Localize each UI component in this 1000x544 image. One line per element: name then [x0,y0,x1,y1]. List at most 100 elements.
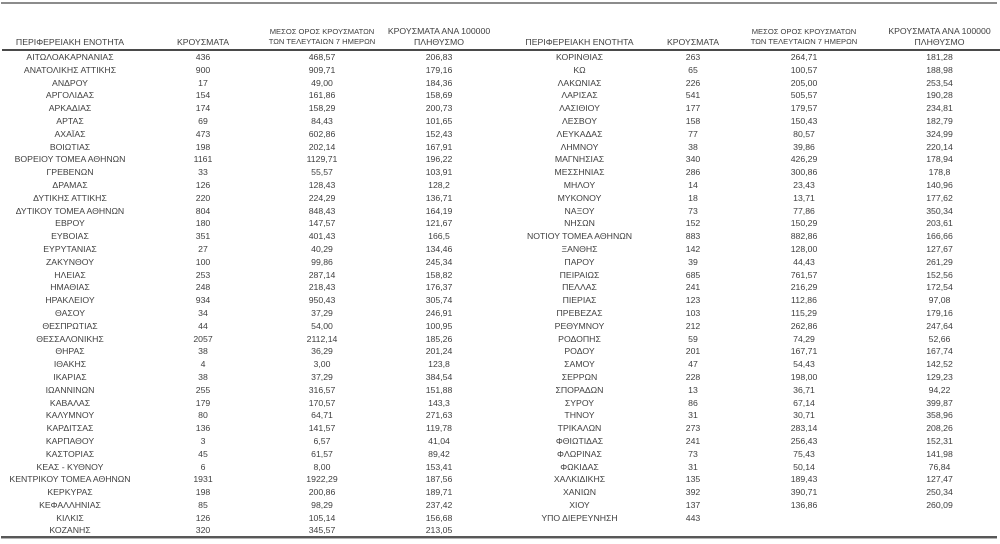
table-row: ΜΑΓΝΗΣΙΑΣ 340 426,29 178,94 [502,153,1000,166]
cell-per100k: 123,8 [428,359,450,370]
cell-per100k: 184,36 [425,77,453,88]
cell-cases: 13 [688,384,698,395]
cell-cases: 198 [195,141,211,152]
cell-region: ΚΑΛΥΜΝΟΥ [45,410,95,421]
cell-per100k: 246,91 [425,307,453,318]
cell-avg7: 98,29 [311,499,333,510]
cell-per100k: 384,54 [425,371,453,382]
cell-per100k: 167,91 [425,141,453,152]
cell-avg7: 61,57 [311,448,333,459]
cell-avg7: 468,57 [308,52,336,62]
column-header-per100k-line2: ΠΛΗΘΥΣΜΟ [914,36,965,47]
column-header-avg7-line2: ΤΩΝ ΤΕΛΕΥΤΑΙΩΝ 7 ΗΜΕΡΩΝ [750,37,858,46]
table-row: ΠΕΙΡΑΙΩΣ 685 761,57 152,56 [502,269,1000,282]
table-row: ΚΑΡΔΙΤΣΑΣ 136 141,57 119,78 [2,422,502,435]
cell-cases: 100 [195,256,211,267]
table-row: ΑΝΑΤΟΛΙΚΗΣ ΑΤΤΙΚΗΣ 900 909,71 179,16 [2,64,502,77]
cell-region: ΠΕΛΛΑΣ [562,282,597,293]
cell-per100k: 179,16 [926,307,953,318]
cell-per100k: 213,05 [425,525,453,536]
cell-cases: 123 [685,295,701,306]
cell-avg7: 37,29 [311,307,333,318]
table-row: ΕΥΡΥΤΑΝΙΑΣ 27 40,29 134,46 [2,243,502,256]
cell-per100k: 245,34 [425,256,453,267]
cell-cases: 241 [685,435,701,446]
cell-avg7: 141,57 [308,423,336,434]
cell-region: ΑΙΤΩΛΟΑΚΑΡΝΑΝΙΑΣ [26,52,114,62]
cell-avg7: 100,57 [790,64,818,75]
cell-cases: 443 [685,512,701,523]
cell-cases: 152 [685,218,701,229]
cell-cases: 226 [685,77,701,88]
table-row: ΡΟΔΟΠΗΣ 59 74,29 52,66 [502,333,1000,346]
table-row: ΚΑΒΑΛΑΣ 179 170,57 143,3 [2,397,502,410]
cell-region: ΛΑΡΙΣΑΣ [561,90,598,101]
regional-cases-table-right: ΠΕΡΙΦΕΡΕΙΑΚΗ ΕΝΟΤΗΤΑ ΚΡΟΥΣΜΑΤΑ ΜΕΣΟΣ ΟΡΟ… [502,20,1000,524]
table-row: ΑΡΤΑΣ 69 84,43 101,65 [2,115,502,128]
cell-per100k: 151,88 [425,384,453,395]
cell-avg7: 848,43 [308,205,336,216]
cell-per100k: 203,61 [926,218,953,229]
cell-per100k: 324,99 [926,128,953,139]
table-row: ΚΑΛΥΜΝΟΥ 80 64,71 271,63 [2,409,502,422]
cell-per100k: 128,2 [428,179,450,190]
table-row: ΚΙΛΚΙΣ 126 105,14 156,68 [2,512,502,525]
cell-avg7: 115,29 [791,307,817,318]
table-row: ΜΕΣΣΗΝΙΑΣ 286 300,86 178,8 [502,166,1000,179]
cell-avg7: 54,00 [311,320,333,331]
cell-region: ΙΩΑΝΝΙΝΩΝ [45,384,95,395]
cell-avg7: 23,43 [793,179,815,190]
cell-region: ΚΟΖΑΝΗΣ [49,525,91,536]
table-row: ΝΟΤΙΟΥ ΤΟΜΕΑ ΑΘΗΝΩΝ 883 882,86 166,66 [502,230,1000,243]
cell-avg7: 37,29 [311,371,333,382]
bottom-border-line [1,536,997,539]
cell-region: ΛΑΣΙΘΙΟΥ [559,103,600,114]
cell-region: ΥΠΟ ΔΙΕΡΕΥΝΗΣΗ [541,512,618,523]
cell-per100k: 94,22 [928,384,951,395]
cell-cases: 154 [195,90,211,101]
cell-region: ΜΑΓΝΗΣΙΑΣ [554,154,605,165]
cell-avg7: 283,14 [790,423,818,434]
table-row: ΘΑΣΟΥ 34 37,29 246,91 [2,307,502,320]
cell-avg7: 158,29 [308,103,336,114]
cell-per100k: 182,79 [926,115,953,126]
cell-per100k: 261,29 [926,256,953,267]
cell-per100k: 208,26 [926,423,953,434]
table-row: ΥΠΟ ΔΙΕΡΕΥΝΗΣΗ 443 [502,512,1000,525]
table-row: ΑΙΤΩΛΟΑΚΑΡΝΑΝΙΑΣ 436 468,57 206,83 [2,50,502,64]
cell-per100k: 140,96 [926,179,953,190]
cell-region: ΗΛΕΙΑΣ [54,269,86,280]
cell-region: ΧΑΝΙΩΝ [562,487,597,498]
cell-cases: 73 [688,448,698,459]
cell-cases: 248 [195,282,211,293]
cell-avg7: 39,86 [793,141,815,152]
cell-cases: 179 [195,397,211,408]
cell-per100k: 220,14 [926,141,953,152]
cell-region: ΣΑΜΟΥ [564,359,595,370]
cell-region: ΠΡΕΒΕΖΑΣ [556,307,603,318]
cell-avg7: 128,43 [308,179,336,190]
column-header-region: ΠΕΡΙΦΕΡΕΙΑΚΗ ΕΝΟΤΗΤΑ [2,20,138,51]
cell-per100k: 164,19 [425,205,453,216]
table-row: ΒΟΡΕΙΟΥ ΤΟΜΕΑ ΑΘΗΝΩΝ 1161 1129,71 196,22 [2,153,502,166]
table-row: ΣΑΜΟΥ 47 54,43 142,52 [502,358,1000,371]
cell-cases: 241 [685,282,701,293]
cell-cases: 201 [685,346,701,357]
cell-avg7: 950,43 [308,295,336,306]
cell-cases: 103 [685,307,701,318]
cell-avg7: 179,57 [790,103,818,114]
cell-per100k: 152,56 [926,269,953,280]
table-row: ΝΗΣΩΝ 152 150,29 203,61 [502,217,1000,230]
cell-cases: 1931 [193,474,213,485]
table-row: ΑΝΔΡΟΥ 17 49,00 184,36 [2,77,502,90]
cell-avg7: 316,57 [308,384,336,395]
cell-per100k: 97,08 [928,295,951,306]
cell-per100k: 399,87 [926,397,953,408]
cell-cases: 80 [198,410,208,421]
cell-cases: 59 [688,333,698,344]
cell-per100k: 177,62 [926,192,953,203]
cell-per100k: 305,74 [425,295,453,306]
cell-avg7: 224,29 [308,192,336,203]
cell-avg7: 287,14 [308,269,336,280]
cell-avg7: 256,43 [790,435,818,446]
